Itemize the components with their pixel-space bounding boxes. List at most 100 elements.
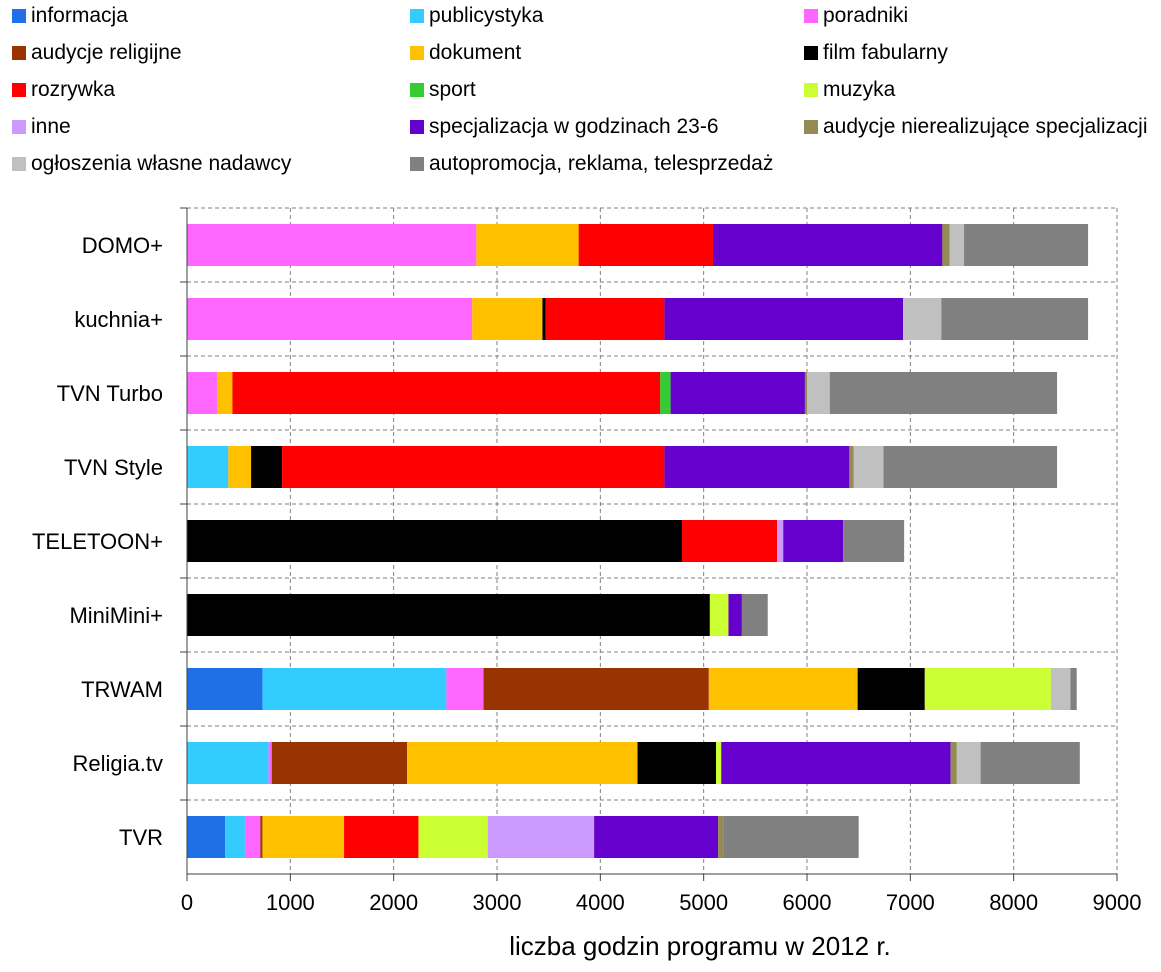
bar-segment-tvn-turbo-sport [660, 372, 671, 414]
bar-segment-tvn-style-rozrywka [282, 446, 665, 488]
bar-segment-tvr-informacja [187, 816, 226, 858]
legend-swatch-rozrywka [12, 83, 26, 97]
bar-segment-tvn-style-ogloszenia-wlasne-nadawcy [853, 446, 884, 488]
legend-swatch-audycje-nierealizujace-specjalizacji [804, 120, 818, 134]
legend-label-ogloszenia-wlasne-nadawcy: ogłoszenia własne nadawcy [31, 152, 292, 175]
bar-segment-tvn-turbo-audycje-nierealizujace-specjalizacji [804, 372, 807, 414]
bar-segment-tvn-turbo-rozrywka [232, 372, 661, 414]
bar-segment-trwam-muzyka [924, 668, 1051, 710]
bar-segment-religia-tv-ogloszenia-wlasne-nadawcy [956, 742, 981, 784]
bar-segment-tvn-turbo-ogloszenia-wlasne-nadawcy [807, 372, 830, 414]
bar-segment-minimini-film-fabularny [187, 594, 710, 636]
category-label-trwam: TRWAM [81, 677, 163, 702]
legend-swatch-publicystyka [410, 9, 424, 23]
bar-segment-kuchnia-ogloszenia-wlasne-nadawcy [903, 298, 942, 340]
category-label-religia-tv: Religia.tv [73, 751, 163, 776]
x-tick-label: 9000 [1093, 890, 1142, 915]
bar-segment-tvr-inne [487, 816, 595, 858]
bar-segment-tvn-turbo-autopromocja-reklama-telesprzedaz [829, 372, 1058, 414]
legend-swatch-dokument [410, 46, 424, 60]
bar-segment-trwam-audycje-religijne [483, 668, 709, 710]
legend-swatch-muzyka [804, 83, 818, 97]
bar-segment-trwam-autopromocja-reklama-telesprzedaz [1070, 668, 1077, 710]
bar-segment-religia-tv-poradniki [268, 742, 272, 784]
bar-segment-tvn-style-publicystyka [187, 446, 229, 488]
bar-segment-tvn-style-audycje-nierealizujace-specjalizacji [849, 446, 854, 488]
bar-segment-teletoon-inne [777, 520, 784, 562]
legend-label-autopromocja-reklama-telesprzedaz: autopromocja, reklama, telesprzedaż [429, 152, 773, 175]
bar-segment-domo-poradniki [187, 224, 477, 266]
bar-segment-tvn-turbo-poradniki [187, 372, 217, 414]
x-axis: 0 1000 2000 3000 4000 5000 6000 7000 8000 9000 [181, 208, 1142, 915]
bar-segment-tvr-rozrywka [344, 816, 419, 858]
bar-segment-domo-audycje-nierealizujace-specjalizacji [942, 224, 950, 266]
bar-segment-tvr-audycje-religijne [260, 816, 263, 858]
bar-segment-trwam-publicystyka [262, 668, 447, 710]
bar-segment-tvn-style-film-fabularny [251, 446, 283, 488]
x-tick-label: 0 [181, 890, 193, 915]
bar-segment-tvr-dokument [262, 816, 345, 858]
x-tick-label: 4000 [576, 890, 625, 915]
legend-swatch-sport [410, 83, 424, 97]
x-tick-label: 5000 [679, 890, 728, 915]
bar-segment-tvr-specjalizacja-w-godzinach-23-6 [594, 816, 719, 858]
legend-label-sport: sport [429, 78, 476, 101]
category-labels: DOMO+ kuchnia+ TVN Turbo TVN Style TELETOON+… [32, 207, 187, 850]
x-tick-label: 2000 [369, 890, 418, 915]
legend-swatch-audycje-religijne [12, 46, 26, 60]
bar-segment-kuchnia-dokument [472, 298, 543, 340]
bar-segment-tvn-turbo-dokument [216, 372, 233, 414]
category-label-tvr: TVR [119, 825, 163, 850]
bar-segment-minimini-autopromocja-reklama-telesprzedaz [741, 594, 768, 636]
bar-segment-domo-dokument [476, 224, 579, 266]
legend-swatch-specjalizacja-w-godzinach-23-6 [410, 120, 424, 134]
legend-label-publicystyka: publicystyka [429, 4, 544, 27]
bar-segment-kuchnia-film-fabularny [542, 298, 546, 340]
bar-segment-tvr-muzyka [418, 816, 488, 858]
bar-segment-religia-tv-audycje-nierealizujace-specjalizacji [950, 742, 957, 784]
legend-label-inne: inne [31, 115, 71, 138]
bar-segment-kuchnia-specjalizacja-w-godzinach-23-6 [664, 298, 904, 340]
bar-segment-domo-specjalizacja-w-godzinach-23-6 [712, 224, 943, 266]
bar-segment-religia-tv-dokument [407, 742, 638, 784]
legend-swatch-informacja [12, 9, 26, 23]
legend-swatch-autopromocja-reklama-telesprzedaz [410, 157, 424, 171]
legend-label-audycje-religijne: audycje religijne [31, 41, 182, 64]
category-label-teletoon: TELETOON+ [32, 529, 163, 554]
bar-segment-kuchnia-autopromocja-reklama-telesprzedaz [941, 298, 1089, 340]
bar-segment-teletoon-film-fabularny [187, 520, 682, 562]
bar-segment-tvn-style-dokument [228, 446, 252, 488]
bar-segment-tvr-audycje-nierealizujace-specjalizacji [718, 816, 724, 858]
bar-segment-domo-rozrywka [578, 224, 713, 266]
bar-segment-trwam-dokument [708, 668, 858, 710]
bar-segment-minimini-muzyka [709, 594, 729, 636]
legend-label-poradniki: poradniki [823, 4, 908, 27]
bar-segment-kuchnia-poradniki [187, 298, 473, 340]
bar-segment-religia-tv-autopromocja-reklama-telesprzedaz [980, 742, 1080, 784]
legend-label-specjalizacja-w-godzinach-23-6: specjalizacja w godzinach 23-6 [429, 115, 719, 138]
x-tick-label: 3000 [473, 890, 522, 915]
bar-segment-teletoon-rozrywka [681, 520, 778, 562]
x-axis-title: liczba godzin programu w 2012 r. [509, 931, 891, 961]
bar-segment-trwam-informacja [187, 668, 263, 710]
bar-segment-tvn-turbo-specjalizacja-w-godzinach-23-6 [670, 372, 805, 414]
legend-swatch-ogloszenia-wlasne-nadawcy [12, 157, 26, 171]
legend-swatch-poradniki [804, 9, 818, 23]
bar-segment-religia-tv-muzyka [716, 742, 722, 784]
bar-segment-tvr-autopromocja-reklama-telesprzedaz [723, 816, 859, 858]
legend-label-rozrywka: rozrywka [31, 78, 115, 101]
legend-swatch-inne [12, 120, 26, 134]
bar-segment-tvr-poradniki [244, 816, 261, 858]
bar-segment-minimini-specjalizacja-w-godzinach-23-6 [728, 594, 742, 636]
legend: informacja publicystyka poradniki audycje r… [12, 4, 1148, 175]
bar-segment-domo-autopromocja-reklama-telesprzedaz [964, 224, 1089, 266]
bar-segment-trwam-ogloszenia-wlasne-nadawcy [1050, 668, 1071, 710]
legend-label-muzyka: muzyka [823, 78, 896, 101]
bar-segment-religia-tv-film-fabularny [637, 742, 717, 784]
x-tick-label: 6000 [783, 890, 832, 915]
category-label-tvn-style: TVN Style [64, 455, 163, 480]
bar-segment-religia-tv-specjalizacja-w-godzinach-23-6 [721, 742, 951, 784]
bar-segment-religia-tv-publicystyka [187, 742, 269, 784]
bar-segment-trwam-poradniki [446, 668, 484, 710]
